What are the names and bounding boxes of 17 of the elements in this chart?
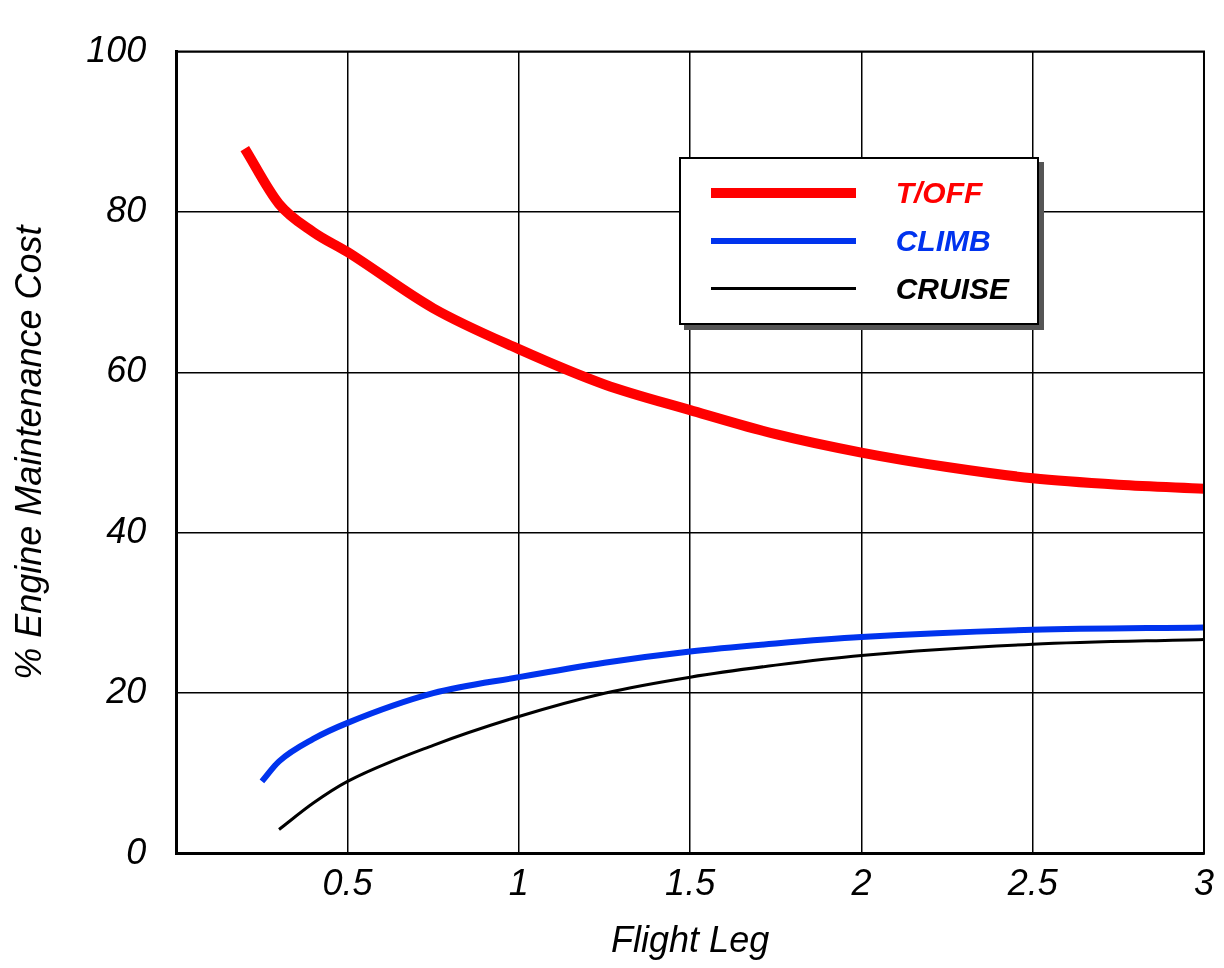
x-axis-title: Flight Leg: [611, 919, 770, 961]
x-tick-label: 0.5: [322, 862, 374, 904]
legend-label: CRUISE: [895, 271, 1009, 306]
y-axis-title: % Engine Maintenance Cost: [7, 223, 49, 680]
x-tick-label: 3: [1193, 862, 1214, 904]
x-tick-label: 2.5: [1006, 862, 1059, 904]
y-tick-label: 60: [106, 349, 147, 391]
y-tick-label: 40: [106, 509, 147, 551]
y-tick-label: 0: [126, 830, 147, 872]
legend-label: T/OFF: [895, 175, 983, 210]
x-tick-label: 1: [508, 862, 529, 904]
y-tick-label: 20: [105, 670, 147, 712]
y-tick-label: 100: [86, 28, 147, 70]
x-tick-label: 1.5: [665, 862, 717, 904]
x-tick-label: 2: [850, 862, 872, 904]
legend-label: CLIMB: [895, 223, 991, 258]
y-tick-label: 80: [106, 189, 147, 231]
